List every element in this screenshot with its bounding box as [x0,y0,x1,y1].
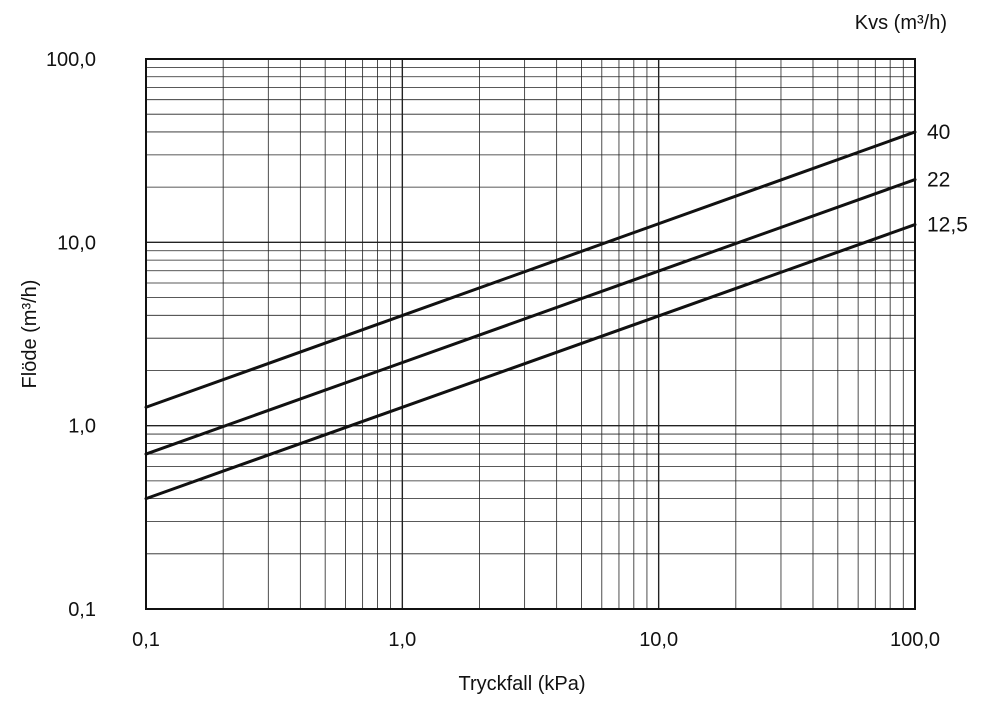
x-axis-title: Tryckfall (kPa) [458,673,585,695]
series-lines [144,130,917,501]
x-tick-label: 1,0 [388,629,416,651]
series-line [144,178,917,456]
series-label: 12,5 [927,214,968,237]
series-line [144,130,917,409]
plot-frame [145,58,916,610]
series-line [144,223,917,501]
series-label: 22 [927,169,950,192]
y-tick-label: 100,0 [46,49,96,71]
y-tick-label: 0,1 [68,599,96,621]
x-tick-label: 100,0 [890,629,940,651]
grid [145,59,915,610]
series-label: 40 [927,121,950,144]
y-tick-label: 1,0 [68,416,96,438]
y-axis-title: Flöde (m³/h) [19,280,41,389]
x-tick-label: 0,1 [132,629,160,651]
y-tick-labels: 0,1 1,0 10,0 100,0 [46,49,96,621]
x-tick-labels: 0,1 1,0 10,0 100,0 [132,629,940,651]
x-tick-label: 10,0 [639,629,678,651]
y-tick-label: 10,0 [57,232,96,254]
series-labels: 40 22 12,5 [927,121,968,237]
legend-title: Kvs (m³/h) [855,12,947,34]
